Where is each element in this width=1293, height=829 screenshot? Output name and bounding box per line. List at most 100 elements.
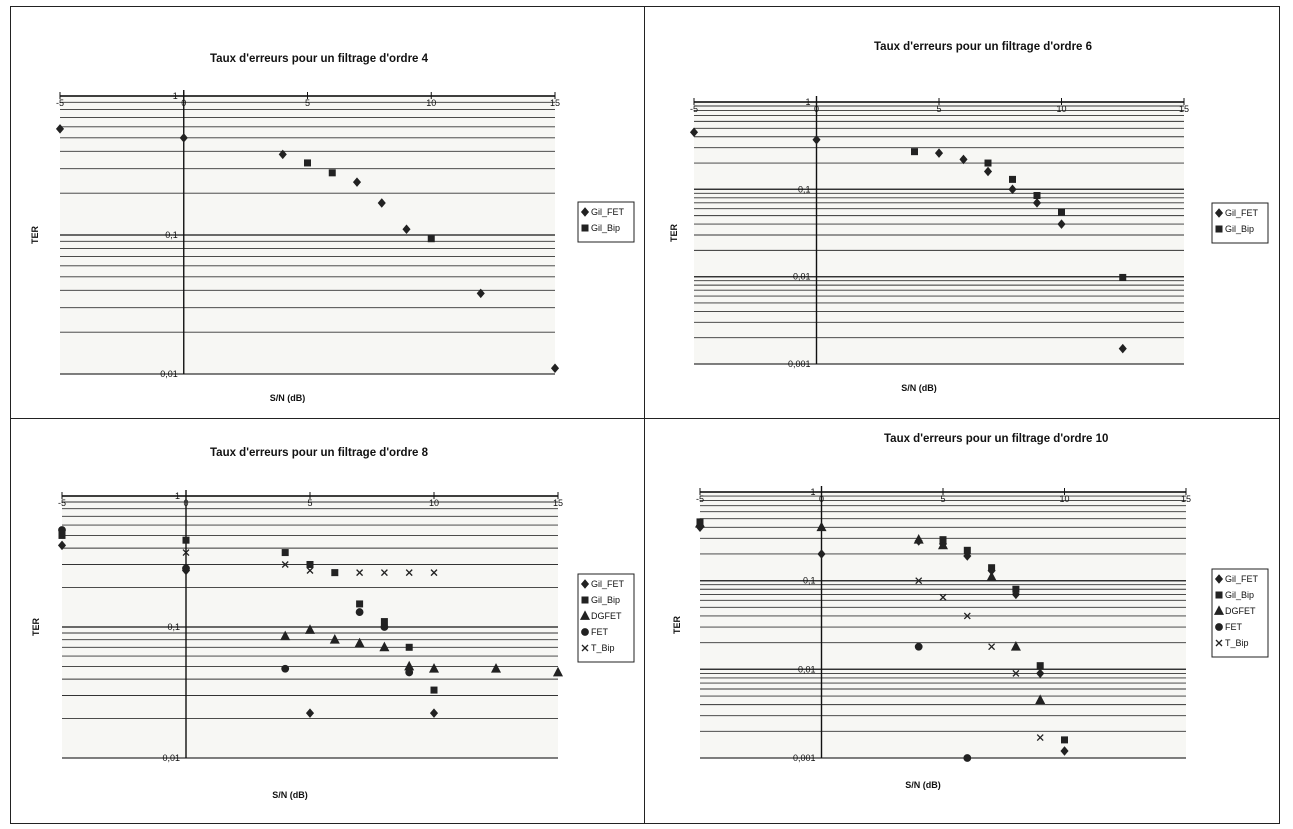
data-point bbox=[1060, 746, 1069, 756]
y-tick-label: 0,01 bbox=[162, 753, 180, 763]
y-axis-label: TER bbox=[30, 225, 40, 244]
x-tick-label: 0 bbox=[183, 498, 188, 508]
legend-label: FET bbox=[1225, 622, 1243, 632]
x-axis-label: S/N (dB) bbox=[901, 383, 937, 393]
data-point bbox=[550, 363, 560, 374]
data-point bbox=[552, 666, 564, 677]
chart-title: Taux d'erreurs pour un filtrage d'ordre … bbox=[874, 41, 1092, 53]
data-point bbox=[1033, 191, 1041, 199]
data-point bbox=[911, 148, 918, 156]
data-point bbox=[356, 600, 364, 608]
data-point bbox=[988, 564, 996, 572]
x-tick-label: 10 bbox=[426, 98, 436, 108]
legend-label: Gil_FET bbox=[591, 579, 625, 589]
data-point bbox=[429, 708, 439, 718]
series-t-bip bbox=[915, 577, 1044, 742]
data-point bbox=[355, 608, 364, 616]
data-point bbox=[1032, 198, 1042, 208]
y-tick-label: 0,1 bbox=[167, 622, 180, 632]
legend-marker bbox=[581, 224, 589, 232]
legend-label: Gil_FET bbox=[1225, 574, 1259, 584]
data-point bbox=[1036, 734, 1044, 742]
data-point bbox=[959, 154, 968, 165]
y-tick-label: 0,001 bbox=[793, 753, 816, 763]
data-point bbox=[356, 569, 364, 577]
legend-box bbox=[1211, 202, 1269, 244]
x-tick-label: 5 bbox=[307, 498, 312, 508]
legend-marker bbox=[1215, 623, 1223, 631]
legend-label: Gil_FET bbox=[591, 207, 625, 217]
series-dgfet bbox=[280, 624, 564, 677]
data-point bbox=[405, 643, 413, 651]
legend: Gil_FET Gil_Bip DGFET FET T_Bip bbox=[1211, 568, 1269, 658]
data-point bbox=[281, 561, 289, 568]
data-point bbox=[1119, 273, 1127, 281]
data-point bbox=[55, 124, 65, 134]
data-point bbox=[430, 569, 438, 577]
vertical-divider bbox=[644, 6, 645, 824]
data-point bbox=[913, 533, 924, 544]
data-point bbox=[983, 166, 993, 177]
data-point bbox=[306, 560, 314, 568]
data-point bbox=[354, 637, 365, 648]
x-tick-label: 10 bbox=[429, 498, 439, 508]
series-dgfet bbox=[694, 517, 1046, 704]
plot-area bbox=[700, 492, 1186, 758]
data-point bbox=[428, 663, 440, 673]
legend-marker bbox=[581, 596, 589, 604]
data-point bbox=[476, 288, 485, 299]
data-point bbox=[1057, 219, 1066, 229]
legend-marker bbox=[579, 610, 591, 620]
data-point bbox=[430, 686, 438, 694]
gridlines bbox=[694, 101, 1184, 365]
data-point bbox=[329, 634, 340, 644]
data-point bbox=[331, 569, 339, 577]
series-gil-fet bbox=[689, 127, 1127, 354]
data-point bbox=[939, 593, 947, 601]
x-tick-label: 5 bbox=[936, 104, 941, 114]
series-gil-bip bbox=[911, 148, 1127, 281]
data-point bbox=[179, 133, 188, 143]
series-gil-bip bbox=[304, 159, 435, 243]
legend-label: T_Bip bbox=[591, 643, 615, 653]
data-point bbox=[1010, 641, 1021, 651]
y-tick-label: 1 bbox=[805, 97, 810, 107]
data-point bbox=[963, 546, 971, 554]
data-point bbox=[817, 549, 826, 559]
data-point bbox=[1012, 585, 1020, 593]
legend-marker bbox=[1215, 225, 1223, 233]
legend-marker bbox=[1213, 605, 1225, 615]
data-point bbox=[281, 549, 289, 557]
x-tick-label: 15 bbox=[550, 98, 560, 108]
data-point bbox=[281, 664, 290, 673]
y-tick-label: 0,01 bbox=[793, 272, 811, 282]
legend: Gil_FET Gil_Bip bbox=[577, 201, 635, 243]
legend-marker bbox=[580, 579, 590, 589]
data-point bbox=[963, 551, 972, 561]
x-tick-label: -5 bbox=[690, 104, 698, 114]
chart-title: Taux d'erreurs pour un filtrage d'ordre … bbox=[210, 447, 429, 459]
data-point bbox=[402, 224, 411, 235]
series-fet bbox=[58, 526, 414, 677]
data-point bbox=[278, 149, 287, 160]
series-gil-fet bbox=[55, 124, 560, 374]
chart-order-10: -5 0 5 10 15 0,001 0,01 0,1 1 Taux d'erreurs pour… bbox=[672, 433, 1269, 790]
data-point bbox=[1012, 669, 1020, 677]
data-point bbox=[182, 564, 190, 573]
legend-marker bbox=[581, 644, 589, 652]
data-point bbox=[988, 643, 996, 651]
data-point bbox=[352, 177, 362, 187]
data-point bbox=[328, 169, 336, 177]
data-point bbox=[963, 754, 972, 762]
legend: Gil_FET Gil_Bip bbox=[1211, 202, 1269, 244]
x-tick-label: 0 bbox=[181, 98, 186, 108]
chart-order-4: -5 0 5 10 15 0,01 0,1 1 Taux d'erreurs pour un f… bbox=[30, 53, 635, 403]
y-tick-label: 1 bbox=[173, 91, 178, 101]
data-point bbox=[914, 642, 923, 651]
legend-label: Gil_Bip bbox=[591, 595, 620, 605]
data-point bbox=[1008, 184, 1017, 195]
data-point bbox=[986, 571, 997, 581]
y-axis-label: TER bbox=[672, 615, 682, 634]
data-point bbox=[304, 159, 311, 167]
chart-title: Taux d'erreurs pour un filtrage d'ordre … bbox=[210, 53, 429, 65]
